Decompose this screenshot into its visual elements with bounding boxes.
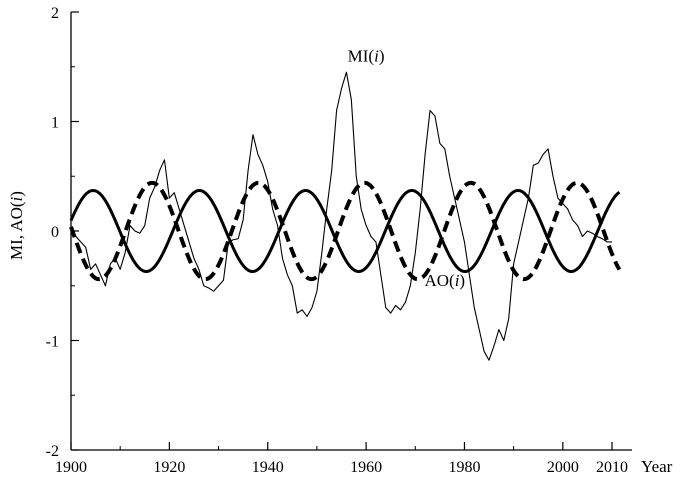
x-tick-label: 1940 bbox=[252, 459, 284, 476]
series-line-3 bbox=[69, 188, 621, 274]
x-tick-label: 1900 bbox=[55, 459, 87, 476]
y-tick-label: -2 bbox=[46, 443, 59, 460]
x-tick-label: 1960 bbox=[350, 459, 382, 476]
x-tick-label: 1980 bbox=[448, 459, 480, 476]
annotation-2: AO(i) bbox=[424, 271, 465, 290]
axes bbox=[70, 11, 632, 451]
x-tick-label: 2010 bbox=[596, 459, 628, 476]
x-axis-title: Year bbox=[641, 457, 673, 476]
series-line-1 bbox=[70, 71, 612, 361]
series-layer bbox=[69, 71, 622, 361]
annotation-1: MI(i) bbox=[348, 46, 385, 65]
y-tick-label: -1 bbox=[46, 334, 59, 351]
x-tick-label: 2000 bbox=[547, 459, 579, 476]
series-line-2 bbox=[69, 180, 622, 282]
y-tick-label: 0 bbox=[51, 224, 59, 241]
y-tick-label: 2 bbox=[51, 5, 59, 22]
y-axis-title: MI, AO(i) bbox=[7, 191, 26, 260]
x-tick-label: 1920 bbox=[153, 459, 185, 476]
y-tick-label: 1 bbox=[51, 115, 59, 132]
